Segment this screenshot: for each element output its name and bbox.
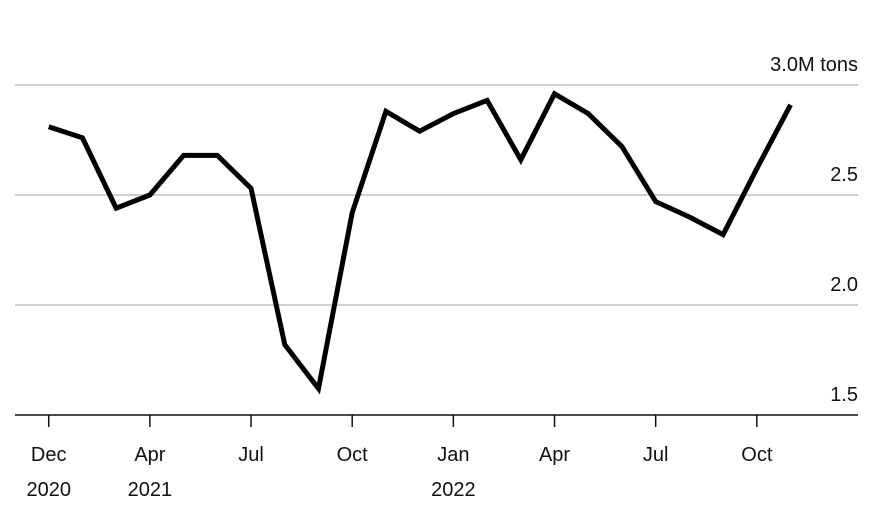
y-tick-label: 2.5 bbox=[830, 164, 858, 186]
y-tick-label: 1.5 bbox=[830, 384, 858, 406]
data-line bbox=[47, 90, 793, 395]
y-tick-label: 3.0M tons bbox=[770, 54, 858, 76]
x-tick-year: 2022 bbox=[431, 479, 476, 501]
x-tick-label: Oct bbox=[337, 444, 369, 466]
x-tick-label: Jul bbox=[238, 444, 264, 466]
y-tick-label: 2.0 bbox=[830, 274, 858, 296]
x-tick-label: Jan bbox=[437, 444, 469, 466]
x-tick-year: 2020 bbox=[26, 479, 71, 501]
x-tick-label: Dec bbox=[31, 444, 67, 466]
x-tick-label: Apr bbox=[539, 444, 570, 466]
x-tick-year: 2021 bbox=[128, 479, 173, 501]
x-tick-label: Oct bbox=[741, 444, 773, 466]
x-tick-label: Apr bbox=[134, 444, 165, 466]
x-tick-label: Jul bbox=[643, 444, 669, 466]
